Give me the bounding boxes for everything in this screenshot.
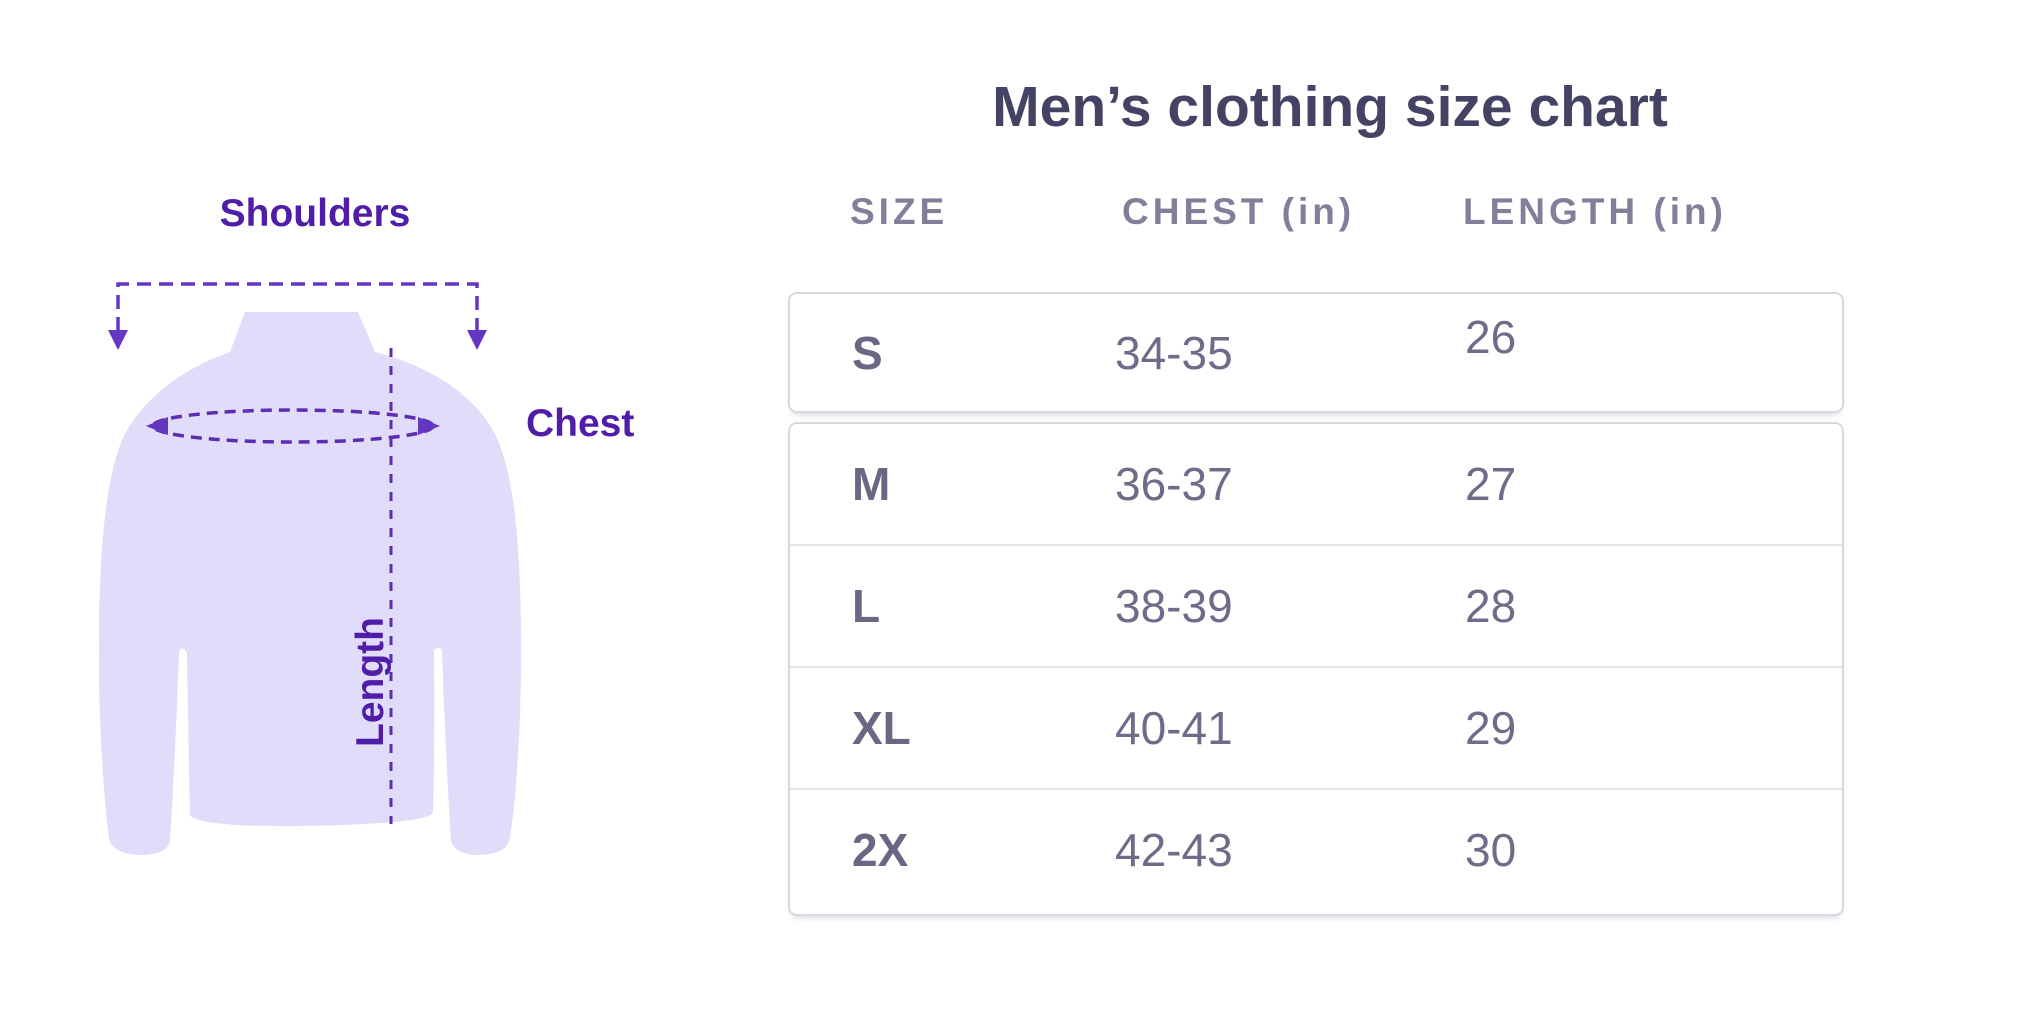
length-cell: 26 (1465, 310, 1517, 363)
size-cell: XL (852, 702, 911, 754)
table-row-xl: XL 40-41 29 (790, 666, 1842, 788)
chest-arrowhead-left-icon (146, 417, 168, 435)
shoulders-label: Shoulders (219, 192, 411, 235)
page-title: Men’s clothing size chart (992, 75, 1668, 139)
shirt-shape (98, 312, 522, 855)
length-label: Length (349, 617, 392, 747)
table-row-2x: 2X 42-43 30 (790, 788, 1842, 910)
chest-cell: 34-35 (1115, 326, 1233, 379)
column-header-chest: CHEST (in) (1122, 191, 1356, 232)
shoulders-dashed-bracket (116, 282, 479, 331)
length-cell: 29 (1465, 702, 1517, 754)
column-header-size: SIZE (850, 191, 949, 232)
size-cell: 2X (852, 824, 909, 876)
chest-arrowhead-right-icon (418, 417, 440, 435)
size-cell: L (852, 580, 881, 632)
chest-cell: 42-43 (1115, 824, 1233, 876)
table-row-l: L 38-39 28 (790, 544, 1842, 666)
chest-label: Chest (526, 402, 635, 445)
table-group-size-s: S 34-35 26 (788, 292, 1844, 413)
shirt-measurement-diagram (98, 282, 522, 855)
size-cell: M (852, 458, 891, 510)
table-row-s: S 34-35 26 (790, 294, 1842, 411)
length-cell: 30 (1465, 824, 1517, 876)
shoulders-arrowhead-left-icon (108, 330, 128, 350)
table-row-m: M 36-37 27 (790, 424, 1842, 544)
chest-cell: 38-39 (1115, 580, 1233, 632)
chest-cell: 36-37 (1115, 458, 1233, 510)
table-group-sizes-m-2x: M 36-37 27 L 38-39 28 XL 40-41 29 2X 42-… (788, 422, 1844, 916)
chest-cell: 40-41 (1115, 702, 1233, 754)
length-cell: 27 (1465, 458, 1517, 510)
shoulders-arrowhead-right-icon (467, 330, 487, 350)
length-cell: 28 (1465, 580, 1517, 632)
column-header-length: LENGTH (in) (1463, 191, 1727, 232)
size-cell: S (852, 326, 883, 379)
